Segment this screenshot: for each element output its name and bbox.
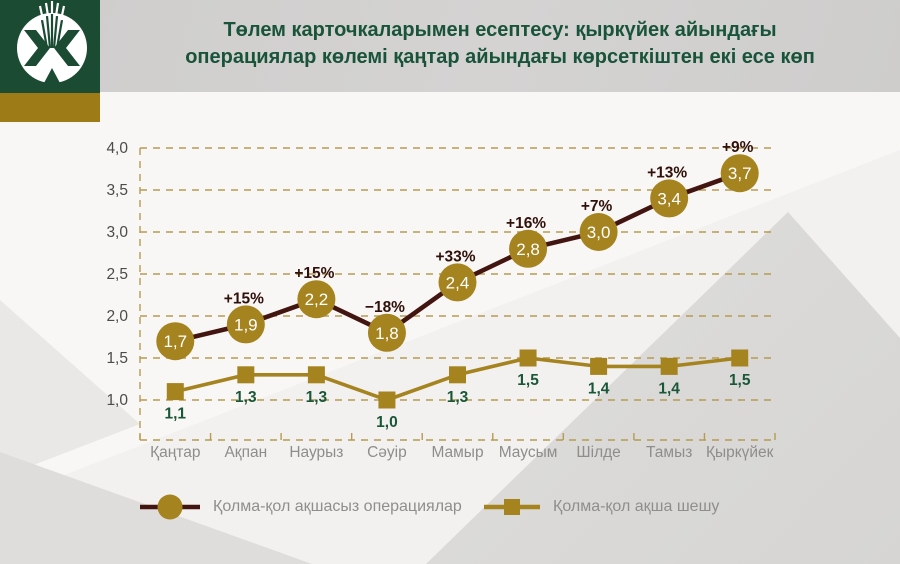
- data-point-square: [237, 366, 255, 384]
- y-tick-label: 2,0: [106, 308, 128, 325]
- change-percent-label: +33%: [435, 248, 475, 265]
- data-point-square: [307, 366, 325, 384]
- data-label-cash-withdrawal: 1,1: [164, 406, 186, 423]
- y-tick-label: 3,5: [106, 182, 128, 199]
- data-label-cash-withdrawal: 1,5: [729, 372, 751, 389]
- x-tick-label: Ақпан: [224, 444, 267, 461]
- legend-label-cash-withdrawal: Қолма-қол ақша шешу: [553, 498, 720, 515]
- data-point-circle: [156, 322, 195, 361]
- x-tick-label: Сәуір: [367, 444, 407, 461]
- legend-circle-marker: [157, 494, 183, 520]
- data-point-circle: [650, 179, 689, 218]
- y-tick-label: 1,0: [106, 392, 128, 409]
- data-point-square: [378, 391, 396, 409]
- data-label-cashless: 2,4: [446, 273, 470, 292]
- data-point-circle: [720, 154, 759, 193]
- page-title-line-2: операциялар көлемі қаңтар айындағы көрсе…: [185, 46, 815, 68]
- data-label-cash-withdrawal: 1,3: [447, 389, 469, 406]
- x-tick-label: Қаңтар: [150, 444, 200, 461]
- data-label-cashless: 1,8: [375, 324, 399, 343]
- x-tick-label: Маусым: [499, 444, 558, 461]
- change-percent-label: −18%: [365, 299, 405, 316]
- data-point-circle: [367, 313, 406, 352]
- data-point-square: [449, 366, 466, 384]
- data-label-cash-withdrawal: 1,3: [235, 389, 257, 406]
- change-percent-label: +15%: [224, 290, 264, 307]
- x-tick-label: Наурыз: [289, 444, 343, 461]
- data-label-cashless: 3,0: [587, 223, 611, 242]
- legend-item-cash-withdrawal: Қолма-қол ақша шешу: [484, 493, 719, 521]
- data-label-cash-withdrawal: 1,4: [658, 380, 680, 397]
- change-percent-label: +7%: [581, 198, 613, 215]
- data-label-cashless: 3,4: [657, 189, 681, 208]
- x-tick-label: Тамыз: [646, 444, 692, 461]
- data-point-square: [519, 349, 537, 367]
- x-tick-label: Шілде: [576, 444, 620, 461]
- x-tick-label: Мамыр: [431, 444, 483, 461]
- data-point-square: [660, 357, 678, 375]
- data-label-cash-withdrawal: 1,3: [306, 389, 328, 406]
- change-percent-label: +9%: [722, 139, 754, 156]
- logo-gold-band: [0, 93, 100, 122]
- change-percent-label: +16%: [506, 215, 546, 232]
- line-chart: 1,0 1,5 2,0 2,5 3,0 3,5 4,0 Қаңтар Ақпан Наурыз Сә…: [106, 139, 776, 461]
- page-title-line-1: Төлем карточкаларымен есептесу: қыркүйек…: [223, 19, 777, 41]
- legend-label-cashless: Қолма-қол ақшасыз операциялар: [213, 498, 462, 515]
- data-label-cash-withdrawal: 1,0: [376, 414, 398, 431]
- y-tick-label: 4,0: [106, 140, 128, 157]
- data-label-cash-withdrawal: 1,4: [588, 380, 610, 397]
- data-label-cashless: 1,9: [234, 315, 258, 334]
- data-label-cashless: 2,8: [516, 240, 540, 259]
- legend-item-cashless: Қолма-қол ақшасыз операциялар: [138, 493, 462, 521]
- data-point-circle: [438, 263, 477, 302]
- data-label-cashless: 3,7: [728, 164, 752, 183]
- data-point-square: [590, 357, 608, 375]
- data-label-cash-withdrawal: 1,5: [517, 372, 539, 389]
- legend-marker-square-icon: [484, 499, 540, 515]
- chart-legend: Қолма-қол ақшасыз операциялар Қолма-қол …: [0, 493, 900, 525]
- y-tick-label: 3,0: [106, 224, 128, 241]
- data-point-circle: [579, 213, 618, 251]
- legend-marker-circle-icon: [140, 494, 200, 520]
- legend-square-marker: [504, 499, 520, 515]
- change-percent-label: +15%: [294, 265, 334, 282]
- data-label-cashless: 1,7: [163, 332, 187, 351]
- data-point-circle: [226, 305, 265, 344]
- y-tick-label: 1,5: [106, 350, 128, 367]
- data-point-circle: [509, 229, 548, 268]
- change-percent-label: +13%: [647, 164, 687, 181]
- national-bank-emblem-icon: [17, 1, 87, 83]
- y-tick-label: 2,5: [106, 266, 128, 283]
- page-title: Төлем карточкаларымен есептесу: қыркүйек…: [100, 17, 900, 71]
- data-label-cashless: 2,2: [305, 290, 329, 309]
- data-point-circle: [297, 280, 336, 319]
- data-point-square: [731, 349, 749, 367]
- x-tick-label: Қыркүйек: [706, 444, 774, 461]
- header-band: [0, 0, 900, 92]
- data-point-square: [166, 383, 184, 401]
- logo-block: [0, 0, 100, 93]
